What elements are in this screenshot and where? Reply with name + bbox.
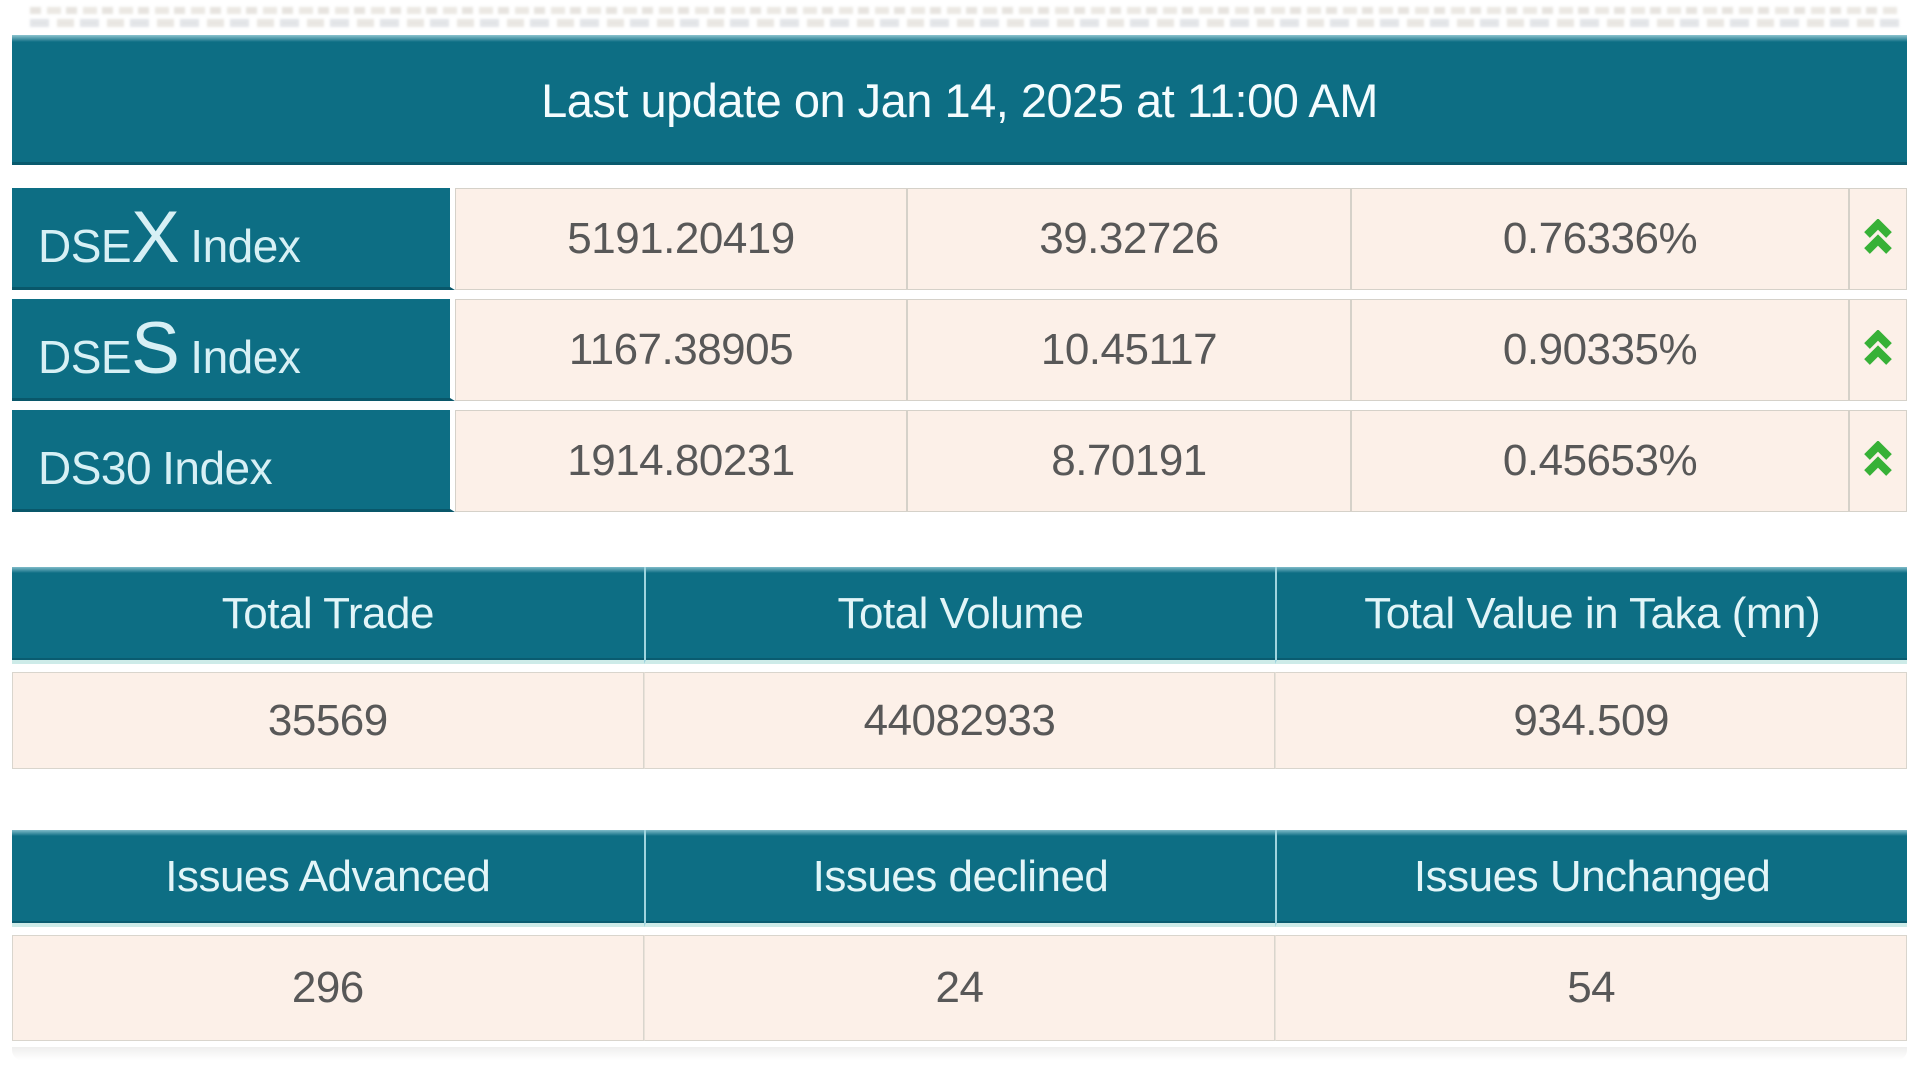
index-name-label: DS30 Index (38, 423, 273, 496)
issues-table: Issues Advanced Issues declined Issues U… (12, 830, 1907, 1041)
total-value-taka-value: 934.509 (1275, 672, 1907, 769)
last-update-title: Last update on Jan 14, 2025 at 11:00 AM (541, 73, 1378, 127)
index-name-cell-dsex: DSEX Index (12, 188, 455, 290)
index-name-pre: DSE (38, 220, 132, 272)
index-change-percent-cell: 0.45653% (1351, 410, 1849, 512)
index-name-post: Index (190, 331, 301, 383)
index-name-big-letter: X (131, 197, 180, 278)
index-change-cell: 8.70191 (907, 410, 1351, 512)
index-value-cell: 5191.20419 (455, 188, 907, 290)
totals-table: Total Trade Total Volume Total Value in … (12, 567, 1907, 769)
double-chevron-up-icon (1864, 219, 1892, 254)
index-name-cell-dses: DSES Index (12, 299, 455, 401)
index-name-pre: DSE (38, 331, 132, 383)
dse-market-dashboard: { "colors": { "teal": "#0d6e84", "cream"… (0, 4, 1920, 1084)
section-bottom-shadow (12, 1047, 1907, 1060)
total-volume-header: Total Volume (643, 567, 1276, 664)
index-change-cell: 39.32726 (907, 188, 1351, 290)
issues-unchanged-header: Issues Unchanged (1275, 830, 1907, 927)
issues-declined-header: Issues declined (643, 830, 1276, 927)
total-volume-value: 44082933 (643, 672, 1276, 769)
issues-advanced-header: Issues Advanced (12, 830, 644, 927)
total-trade-header: Total Trade (12, 567, 644, 664)
index-trend-cell (1849, 299, 1907, 401)
index-value-cell: 1914.80231 (455, 410, 907, 512)
index-value-cell: 1167.38905 (455, 299, 907, 401)
index-name-label: DSEX Index (38, 201, 301, 274)
index-name-post: Index (190, 220, 301, 272)
index-name-big-letter: S (131, 308, 180, 389)
index-name-label: DSES Index (38, 312, 301, 385)
last-update-banner: Last update on Jan 14, 2025 at 11:00 AM (12, 35, 1907, 165)
total-trade-value: 35569 (12, 672, 644, 769)
index-change-percent-cell: 0.76336% (1351, 188, 1849, 290)
issues-unchanged-value: 54 (1275, 935, 1907, 1041)
index-name-pre: DS30 (38, 442, 152, 494)
total-value-taka-header: Total Value in Taka (mn) (1275, 567, 1907, 664)
index-trend-cell (1849, 410, 1907, 512)
faded-ticker-strip (30, 4, 1901, 31)
index-trend-cell (1849, 188, 1907, 290)
index-change-cell: 10.45117 (907, 299, 1351, 401)
issues-declined-value: 24 (643, 935, 1276, 1041)
index-change-percent-cell: 0.90335% (1351, 299, 1849, 401)
index-name-cell-ds30: DS30 Index (12, 410, 455, 512)
double-chevron-up-icon (1864, 330, 1892, 365)
double-chevron-up-icon (1864, 441, 1892, 476)
index-name-post: Index (162, 442, 273, 494)
issues-advanced-value: 296 (12, 935, 644, 1041)
index-summary-table: DSEX Index 5191.20419 39.32726 0.76336% D… (12, 188, 1907, 512)
